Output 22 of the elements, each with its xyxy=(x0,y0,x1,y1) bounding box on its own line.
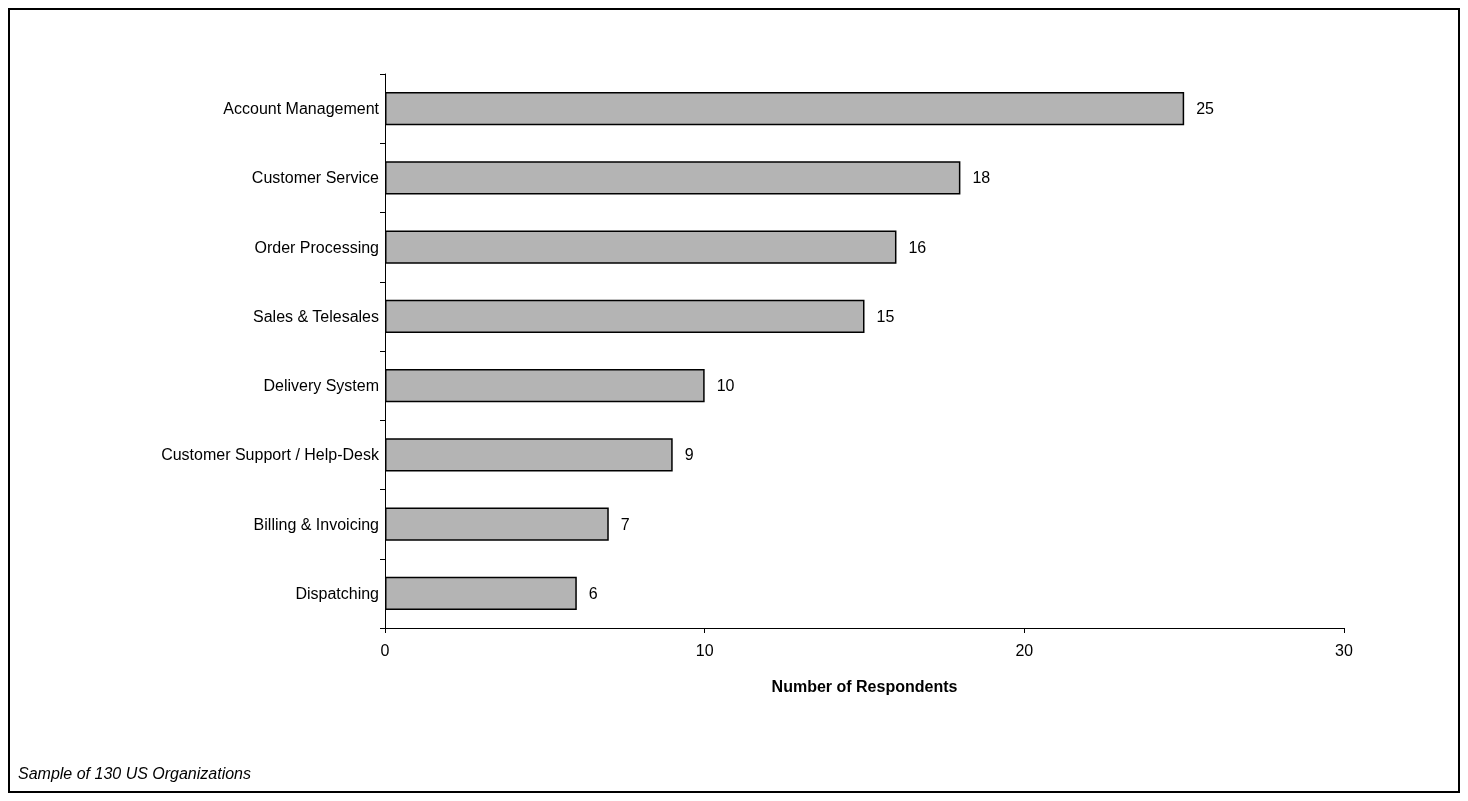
y-tick-label: Sales & Telesales xyxy=(253,307,379,325)
y-tick-label: Dispatching xyxy=(295,584,379,602)
y-tick-label: Account Management xyxy=(223,100,380,118)
y-tick-label: Order Processing xyxy=(254,238,379,256)
x-tick-label: 30 xyxy=(1335,641,1353,659)
y-tick-label: Delivery System xyxy=(263,377,379,395)
text: Sample of 130 US Organizations xyxy=(18,764,252,782)
y-tick-label: Customer Service xyxy=(251,169,380,187)
data-label: 15 xyxy=(876,307,895,325)
data-label: 16 xyxy=(908,238,927,256)
x-tick-label: 0 xyxy=(380,641,390,659)
x-axis-title: Number of Respondents xyxy=(771,677,958,695)
data-label: 25 xyxy=(1196,100,1215,118)
data-label: 7 xyxy=(620,515,630,533)
x-tick-label: 20 xyxy=(1015,641,1034,659)
x-tick-label: 10 xyxy=(695,641,714,659)
y-tick-label: Billing & Invoicing xyxy=(253,515,379,533)
data-label: 10 xyxy=(716,377,735,395)
data-label: 18 xyxy=(972,169,991,187)
data-label: 6 xyxy=(588,584,598,602)
y-tick-label: Customer Support / Help-Desk xyxy=(161,446,380,464)
data-label: 9 xyxy=(684,446,694,464)
